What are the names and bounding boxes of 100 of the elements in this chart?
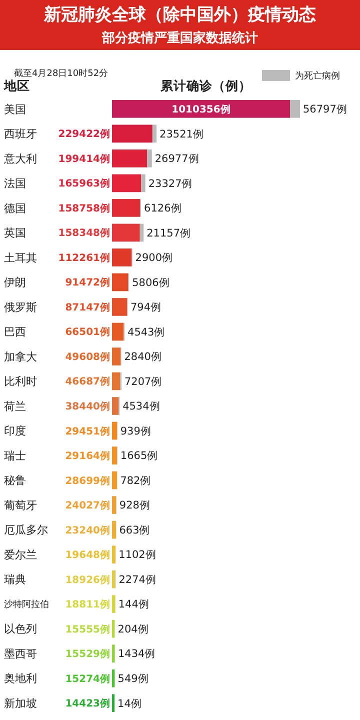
- data-label: 56797例: [303, 104, 348, 116]
- bar: [112, 422, 118, 440]
- y-tick-label: 西班牙: [4, 128, 37, 141]
- y-tick-label: 俄罗斯: [4, 300, 37, 314]
- data-label: 229422例: [58, 128, 110, 140]
- data-label: 49608例: [65, 350, 110, 363]
- y-tick-label: 德国: [4, 202, 26, 215]
- data-label: 158348例: [58, 227, 110, 240]
- bar: [112, 520, 116, 539]
- data-label: 1434例: [118, 648, 156, 660]
- bar: [112, 150, 148, 168]
- bar: [112, 224, 140, 242]
- data-label: 91472例: [65, 276, 110, 289]
- bar: [152, 124, 157, 143]
- y-tick-label: 加拿大: [4, 350, 37, 364]
- data-label: 1665例: [120, 450, 158, 462]
- data-label: 663例: [119, 524, 150, 536]
- data-label: 2840例: [124, 351, 162, 364]
- y-axis-title: 地区: [3, 78, 30, 93]
- data-label: 939例: [120, 425, 152, 438]
- data-label: 14423例: [65, 698, 110, 710]
- data-label: 29451例: [65, 425, 110, 438]
- data-label: 26977例: [154, 153, 200, 166]
- bar: [112, 446, 118, 464]
- data-label: 6126例: [144, 202, 182, 215]
- bar: [112, 644, 115, 662]
- bar: [112, 248, 132, 266]
- y-tick-label: 美国: [4, 102, 26, 116]
- data-label: 549例: [118, 673, 149, 686]
- data-label: 199414例: [58, 152, 110, 165]
- data-label: 4534例: [122, 400, 160, 413]
- data-label: 23521例: [160, 128, 204, 140]
- y-tick-label: 印度: [4, 424, 26, 438]
- y-tick-label: 瑞典: [4, 573, 26, 586]
- data-label: 19648例: [65, 549, 110, 562]
- data-label: 1102例: [118, 549, 156, 562]
- y-tick-label: 墨西哥: [4, 647, 37, 660]
- data-label: 165963例: [58, 178, 110, 190]
- data-label: 5806例: [132, 276, 170, 289]
- y-tick-label: 新加坡: [4, 696, 37, 710]
- y-tick-label: 土耳其: [4, 251, 37, 264]
- x-axis-title: 累计确诊（例）: [160, 78, 252, 93]
- bar: [112, 322, 124, 341]
- data-label: 18811例: [65, 598, 110, 611]
- data-label: 38440例: [65, 400, 110, 412]
- data-label: 21157例: [146, 227, 192, 240]
- y-tick-label: 奥地利: [4, 672, 37, 686]
- bar: [112, 620, 115, 638]
- data-label: 23327例: [148, 178, 193, 190]
- bar: [112, 595, 116, 613]
- bar: [112, 273, 128, 292]
- y-tick-label: 以色列: [4, 622, 37, 636]
- data-label: 15529例: [65, 648, 110, 660]
- data-label: 23240例: [65, 524, 110, 536]
- chart-subtitle: 部分疫情严重国家数据统计: [101, 30, 258, 46]
- y-tick-label: 沙特阿拉伯: [4, 599, 49, 610]
- bar: [140, 224, 144, 242]
- y-tick-label: 巴西: [4, 326, 26, 339]
- data-label: 2274例: [118, 574, 156, 586]
- bar: [112, 496, 116, 514]
- bar: [112, 397, 119, 415]
- data-label: 7207例: [124, 376, 162, 388]
- bar: [112, 298, 128, 316]
- bar: [141, 174, 146, 192]
- y-tick-label: 瑞士: [4, 449, 26, 462]
- data-label: 794例: [130, 302, 162, 314]
- legend-label: 为死亡病例: [295, 70, 340, 82]
- data-label: 66501例: [65, 326, 110, 338]
- data-label: 14例: [118, 698, 142, 710]
- y-tick-label: 英国: [4, 226, 26, 240]
- data-label: 24027例: [65, 500, 110, 512]
- data-label: 204例: [118, 623, 149, 636]
- y-tick-label: 葡萄牙: [4, 498, 37, 512]
- data-label: 782例: [120, 474, 152, 487]
- data-label: 4543例: [128, 326, 166, 338]
- data-label: 144例: [118, 598, 150, 611]
- chart-title: 新冠肺炎全球（除中国外）疫情动态: [43, 5, 316, 25]
- y-tick-label: 爱尔兰: [4, 548, 37, 562]
- data-label: 1010356例: [172, 103, 230, 116]
- bar: [112, 570, 116, 588]
- bar: [112, 546, 116, 564]
- y-tick-label: 法国: [4, 177, 26, 190]
- data-label: 18926例: [65, 574, 110, 586]
- y-tick-label: 意大利: [3, 152, 37, 166]
- y-tick-label: 秘鲁: [4, 474, 26, 488]
- bar: [112, 694, 115, 712]
- data-label: 15555例: [65, 623, 110, 636]
- y-tick-label: 厄瓜多尔: [4, 524, 48, 537]
- bar: [112, 124, 152, 143]
- data-label: 2900例: [135, 252, 174, 264]
- bar: [112, 199, 140, 217]
- bar: [147, 150, 152, 168]
- data-label: 87147例: [65, 301, 110, 314]
- y-tick-label: 比利时: [4, 375, 37, 388]
- bar: [290, 100, 300, 118]
- data-label: 112261例: [58, 252, 110, 264]
- y-tick-label: 荷兰: [4, 400, 26, 413]
- data-label: 928例: [119, 500, 150, 512]
- data-label: 29164例: [65, 450, 110, 462]
- bar: [112, 100, 290, 118]
